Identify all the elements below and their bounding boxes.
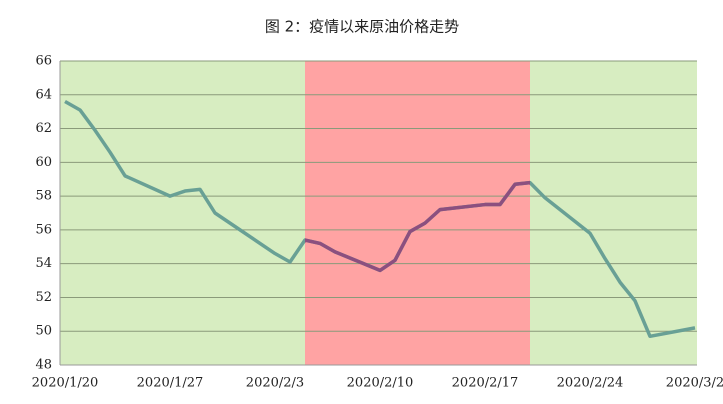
y-tick-label: 64 — [35, 87, 52, 102]
x-tick-label: 2020/2/3 — [246, 376, 304, 391]
y-tick-label: 66 — [35, 54, 52, 69]
x-tick-label: 2020/1/27 — [137, 376, 204, 391]
y-tick-label: 60 — [35, 155, 52, 170]
y-tick-label: 50 — [35, 324, 52, 339]
x-tick-label: 2020/2/17 — [452, 376, 519, 391]
chart-title: 图 2：疫情以来原油价格走势 — [265, 18, 459, 36]
y-tick-label: 56 — [35, 222, 52, 237]
region — [305, 61, 530, 365]
y-tick-label: 48 — [35, 358, 52, 373]
x-tick-label: 2020/1/20 — [32, 376, 99, 391]
y-tick-label: 54 — [35, 256, 52, 271]
x-tick-label: 2020/2/10 — [347, 376, 414, 391]
x-tick-label: 2020/2/24 — [557, 376, 624, 391]
x-tick-label: 2020/3/2 — [666, 376, 723, 391]
y-tick-label: 62 — [35, 121, 52, 136]
y-tick-label: 52 — [35, 290, 52, 305]
y-tick-label: 58 — [35, 189, 52, 204]
line-in-region — [305, 180, 530, 273]
